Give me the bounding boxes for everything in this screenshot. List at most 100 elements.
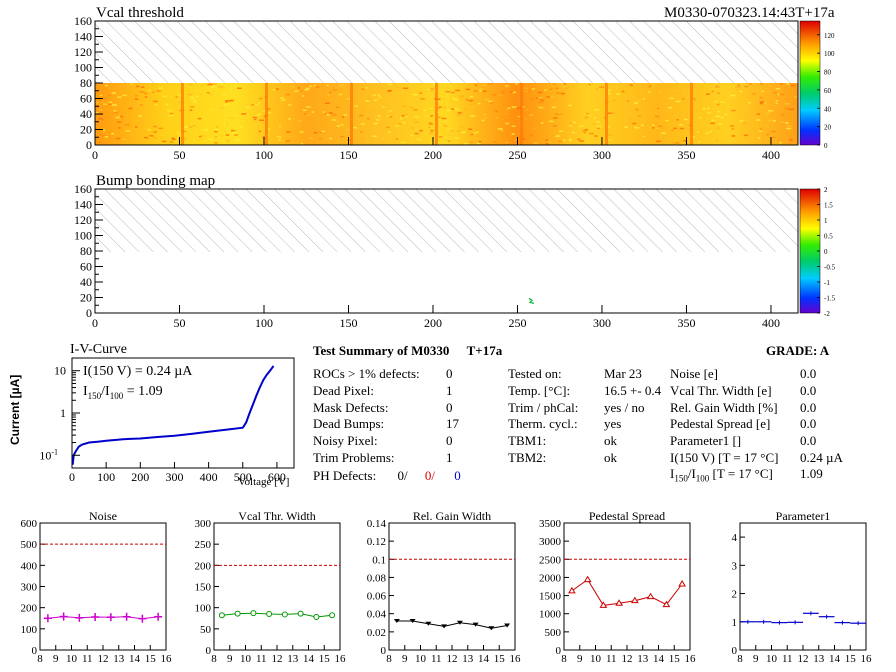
- heat-cell: [214, 130, 218, 133]
- heat-cell: [300, 90, 303, 92]
- y-tick-label: 120: [74, 213, 92, 227]
- heat-cell: [220, 83, 223, 85]
- heat-cell: [229, 117, 234, 119]
- heat-cell: [139, 104, 143, 106]
- heat-cell: [107, 94, 112, 96]
- y-tick-label: 1500: [539, 591, 562, 603]
- heat-cell: [315, 86, 320, 88]
- y-tick-label: 0: [86, 138, 92, 152]
- heat-cell: [111, 132, 115, 135]
- parameter1-frame: [739, 522, 867, 651]
- heat-cell: [253, 118, 257, 121]
- heat-cell: [409, 106, 415, 109]
- heat-cell: [505, 141, 509, 144]
- summary-left-table: ROCs > 1% defects: 0 Dead Pixel: 1 Mask Defe…: [313, 366, 463, 467]
- mid-row: Trim / phCal: yes / no: [508, 400, 664, 417]
- heat-cell: [399, 117, 403, 120]
- heat-cell: [153, 100, 158, 103]
- right-label: I(150 V) [T = 17 °C]: [670, 449, 779, 465]
- roc-edge: [520, 83, 523, 145]
- right-value: 0.0: [800, 399, 817, 415]
- heat-cell: [624, 126, 628, 128]
- heat-cell: [286, 131, 291, 133]
- mid-row: Temp. [°C]: 16.5 +- 0.4: [508, 383, 664, 400]
- heat-cell: [635, 101, 640, 103]
- heat-cell: [288, 104, 292, 106]
- bump-hatch-area: [95, 189, 798, 252]
- heat-cell: [206, 92, 210, 94]
- x-tick-label: 12: [447, 653, 458, 665]
- heat-cell: [537, 91, 543, 94]
- heat-cell: [333, 89, 338, 91]
- heat-cell: [339, 84, 345, 86]
- heat-cell: [226, 139, 231, 141]
- heat-cell: [263, 139, 267, 142]
- heat-cell: [173, 102, 177, 105]
- heat-cell: [104, 84, 109, 87]
- heat-cell: [456, 114, 462, 116]
- iv-ratio: I150/I100 = 1.09: [83, 384, 163, 401]
- x-tick-label: 9: [753, 653, 759, 665]
- heat-cell: [443, 106, 447, 109]
- y-tick-label: 0.1: [372, 554, 386, 566]
- x-tick-label: 14: [653, 653, 665, 665]
- heat-cell: [633, 102, 639, 104]
- heat-cell: [224, 100, 230, 102]
- heat-cell: [489, 102, 494, 104]
- heat-cell: [197, 117, 202, 120]
- mid-label: Trim / phCal:: [508, 399, 579, 415]
- heat-cell: [476, 142, 481, 144]
- y-tick-label: 160: [74, 182, 92, 196]
- heat-cell: [428, 122, 433, 124]
- heat-cell: [455, 108, 460, 111]
- heat-cell: [717, 84, 721, 87]
- heat-cell: [752, 93, 756, 95]
- heat-cell: [571, 131, 576, 134]
- heat-cell: [138, 115, 143, 117]
- heat-cell: [388, 83, 392, 86]
- heat-cell: [395, 138, 399, 140]
- heat-cell: [696, 131, 700, 133]
- x-tick-label: 16: [335, 653, 347, 665]
- heat-cell: [773, 92, 777, 94]
- left-value: 1: [446, 382, 453, 398]
- heat-cell: [219, 107, 224, 109]
- right-label: Parameter1 []: [670, 433, 742, 449]
- scale-tick-label: 0.5: [824, 233, 833, 241]
- y-tick-label: 250: [195, 539, 212, 551]
- heat-cell: [545, 139, 548, 141]
- y-tick-label: 160: [74, 14, 92, 28]
- heat-cell: [553, 117, 558, 119]
- heat-cell: [340, 135, 345, 138]
- heat-cell: [447, 140, 451, 142]
- heat-cell: [773, 134, 776, 136]
- heat-cell: [514, 139, 518, 141]
- right-value: 0.0: [800, 433, 817, 449]
- heat-cell: [280, 99, 286, 101]
- x-tick-label: 11: [782, 653, 793, 665]
- heat-cell: [335, 106, 340, 109]
- heat-cell: [606, 89, 611, 91]
- left-label: Noisy Pixel:: [313, 433, 378, 449]
- scale-tick-label: 60: [824, 87, 832, 95]
- left-row: ROCs > 1% defects: 0: [313, 366, 463, 383]
- iv-y-tick-label: 10-1: [39, 447, 58, 462]
- heat-cell: [482, 113, 488, 116]
- heat-cell: [373, 99, 378, 101]
- x-tick-label: 15: [494, 653, 506, 665]
- heat-cell: [359, 138, 364, 140]
- heat-cell: [608, 92, 611, 95]
- heat-cell: [641, 124, 644, 127]
- heat-cell: [175, 131, 180, 134]
- heat-cell: [322, 111, 325, 113]
- heat-cell: [505, 122, 509, 125]
- heat-cell: [594, 135, 598, 137]
- heat-cell: [671, 129, 674, 132]
- iv-x-tick-label: 200: [131, 470, 149, 484]
- x-tick-label: 11: [82, 653, 93, 665]
- heat-cell: [336, 120, 339, 123]
- heat-cell: [528, 89, 531, 91]
- heat-cell: [254, 139, 258, 142]
- heat-cell: [331, 119, 337, 121]
